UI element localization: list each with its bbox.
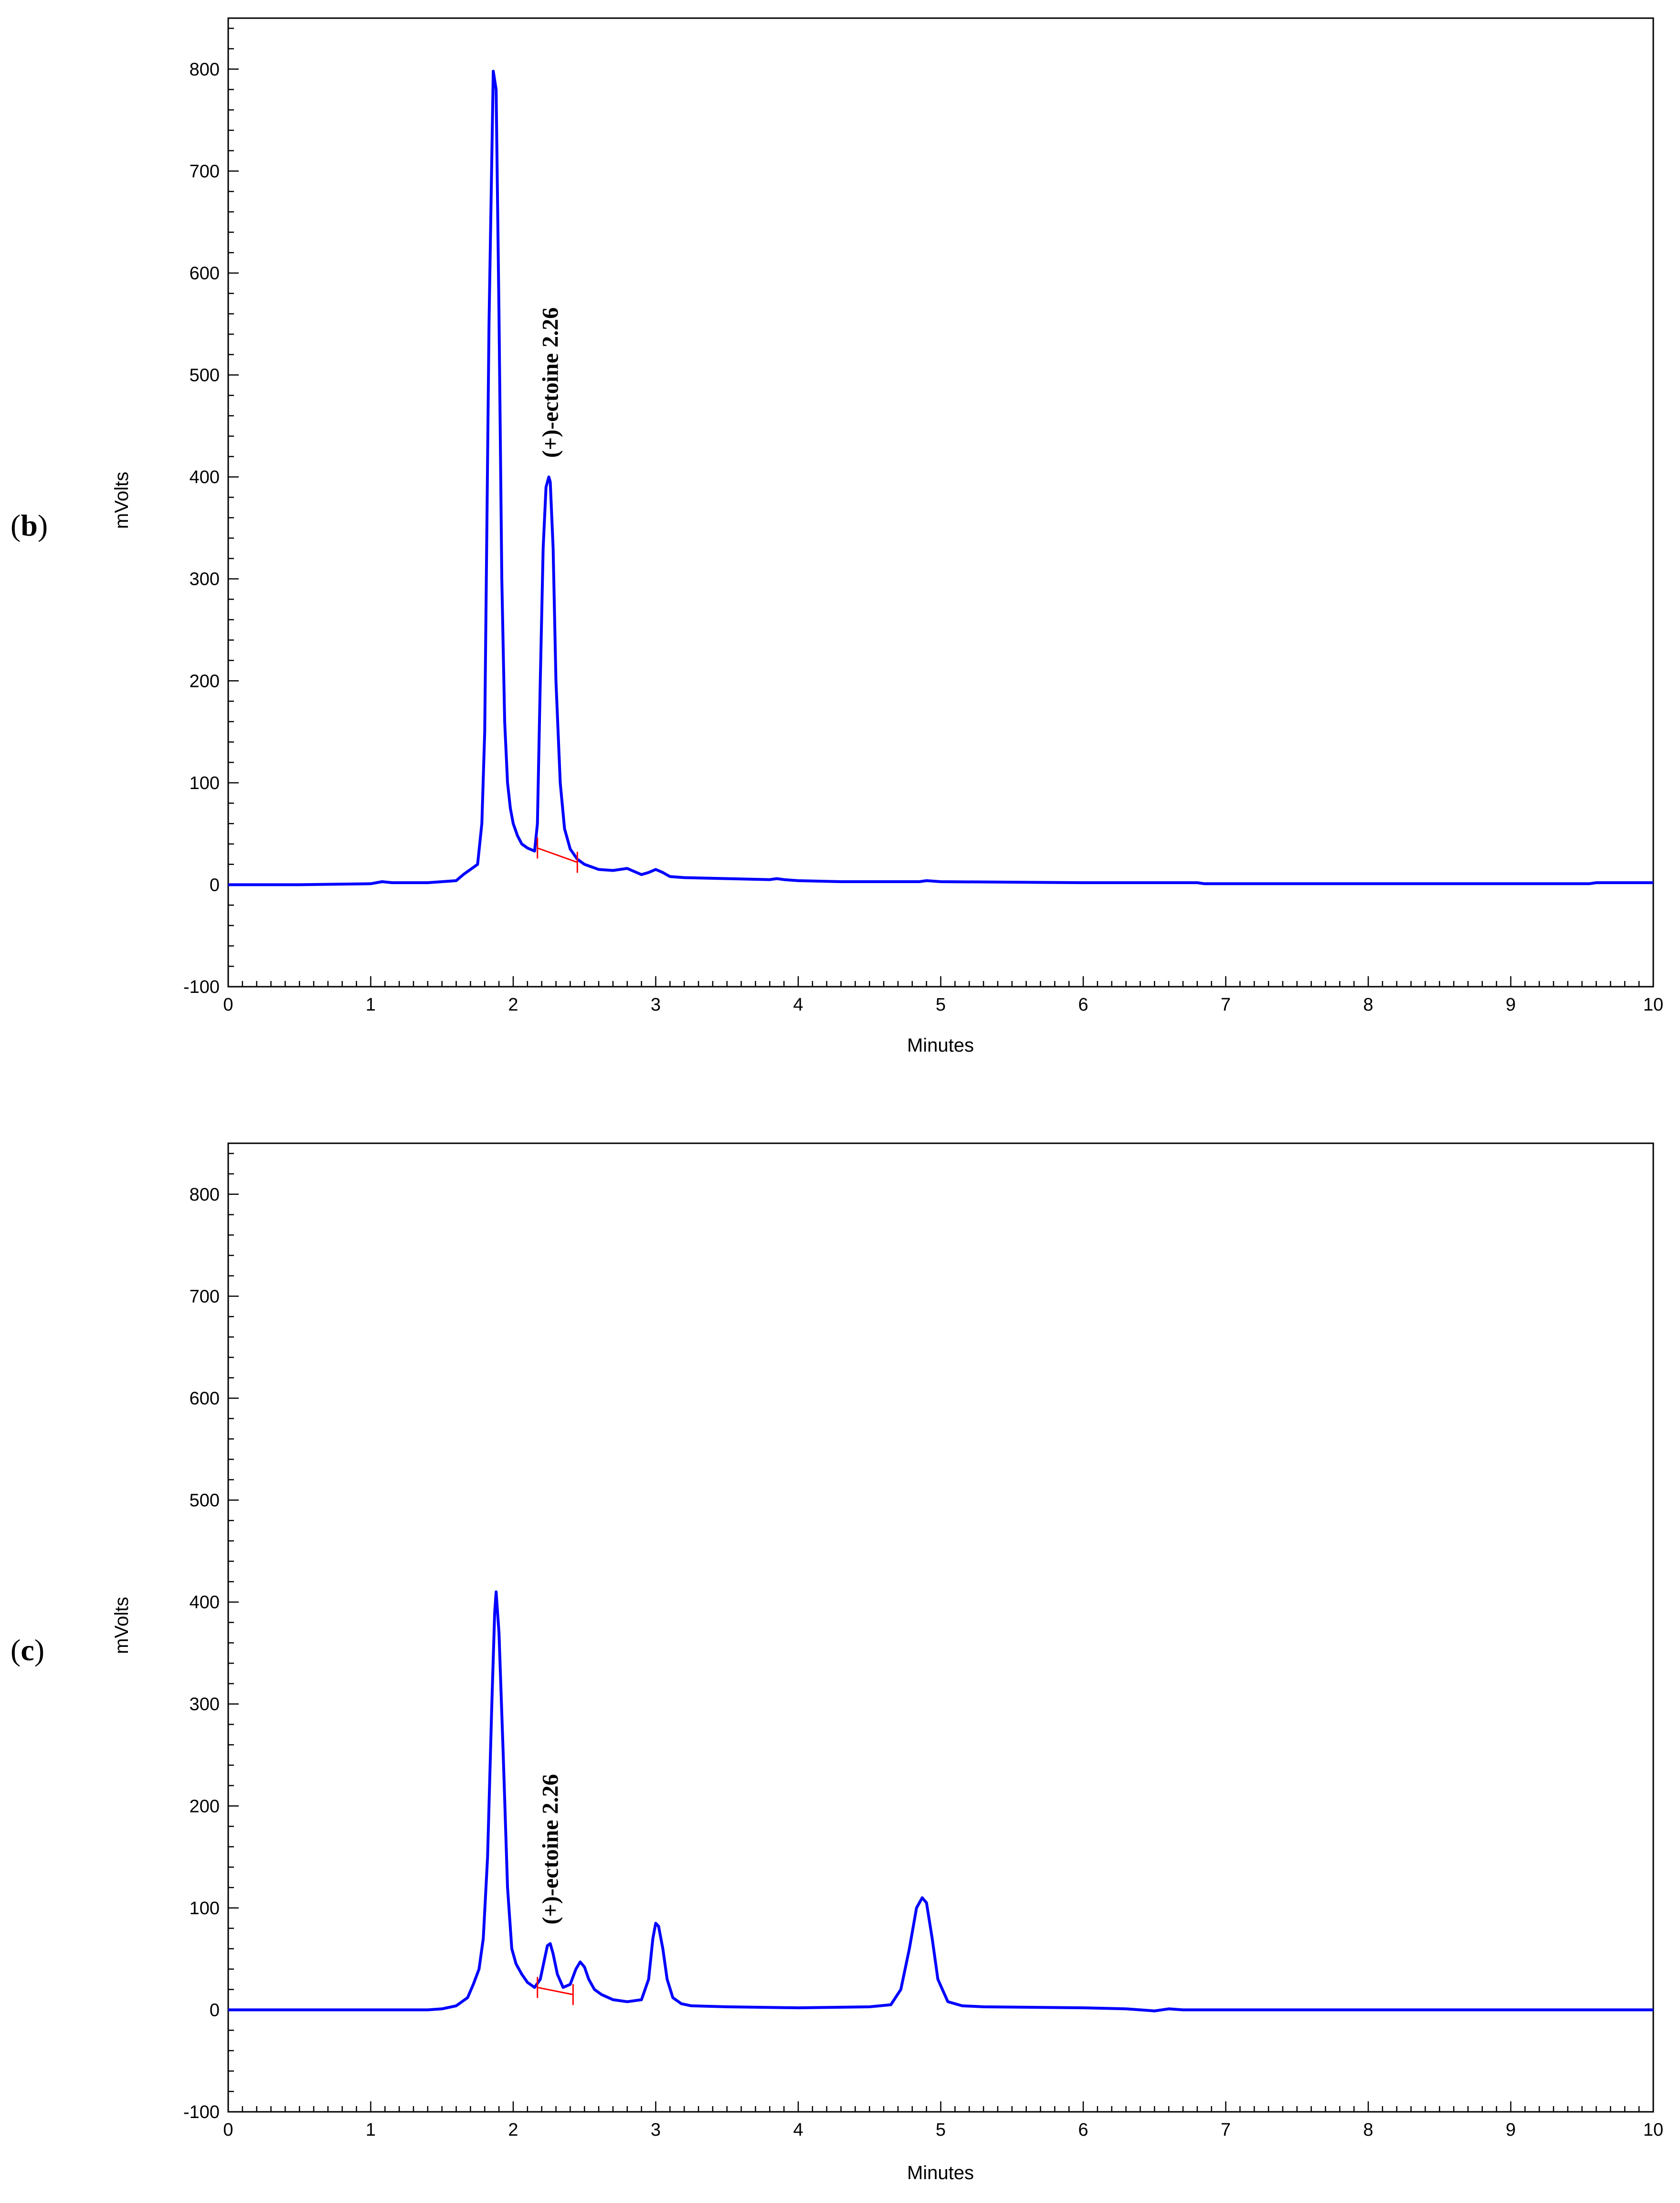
y-tick-labels: -100 0 100 200 300 400 500 600 700 800 xyxy=(183,1185,220,2122)
x-tick-label: 4 xyxy=(793,995,803,1015)
x-tick-label: 9 xyxy=(1506,995,1516,1015)
peak-label-ectoine-b: (+)-ectoine 2.26 xyxy=(538,307,563,458)
y-tick-label: 400 xyxy=(190,1592,220,1613)
y-tick-label: 500 xyxy=(190,1491,220,1511)
x-tick-label: 5 xyxy=(936,995,946,1015)
x-tick-label: 7 xyxy=(1221,995,1231,1015)
plot-area-frame xyxy=(227,1142,1654,2113)
chromatogram-trace-b xyxy=(228,70,1653,886)
axis-ticks xyxy=(227,1153,1654,2113)
y-axis-title: mVolts xyxy=(111,1597,132,1654)
x-tick-label: 4 xyxy=(793,2120,803,2140)
integration-baseline-c xyxy=(537,1977,574,2005)
y-tick-label: 400 xyxy=(190,467,220,487)
x-tick-label: 1 xyxy=(366,2120,376,2140)
x-tick-label: 6 xyxy=(1078,995,1088,1015)
peak-label-ectoine-c: (+)-ectoine 2.26 xyxy=(538,1774,563,1924)
y-tick-label: 200 xyxy=(190,671,220,691)
chart-panel-c: 0 1 2 3 4 5 6 7 8 9 10 -10001002003004005006007008… xyxy=(11,1142,1663,2183)
x-tick-label: 2 xyxy=(508,995,518,1015)
x-tick-label: 7 xyxy=(1221,2120,1231,2140)
chart-panel-b: 0 1 2 3 4 5 6 7 8 9 10 -10001002003004005006007008… xyxy=(11,17,1663,1056)
y-tick-label: 700 xyxy=(190,161,220,181)
axis-ticks xyxy=(227,28,1654,988)
y-tick-label: 500 xyxy=(190,366,220,386)
x-tick-label: 3 xyxy=(651,2120,661,2140)
x-tick-label: 10 xyxy=(1643,995,1663,1015)
y-tick-label: -100 xyxy=(183,2102,220,2122)
x-tick-label: 0 xyxy=(223,2120,233,2140)
x-tick-labels: 0 1 2 3 4 5 6 7 8 9 10 xyxy=(223,995,1663,1015)
y-tick-label: 300 xyxy=(190,1695,220,1715)
x-tick-label: 5 xyxy=(936,2120,946,2140)
baseline-segment xyxy=(537,1986,573,1995)
y-tick-label: -100 xyxy=(183,977,220,997)
y-tick-label: 0 xyxy=(210,875,220,895)
y-tick-label: 800 xyxy=(190,1185,220,1205)
y-axis-title: mVolts xyxy=(111,472,132,529)
y-tick-label: 200 xyxy=(190,1796,220,1816)
y-tick-label: 100 xyxy=(190,773,220,793)
y-tick-label: 0 xyxy=(210,2000,220,2020)
x-tick-label: 10 xyxy=(1643,2120,1663,2140)
panel-label-b: (b) xyxy=(11,508,48,542)
x-tick-label: 1 xyxy=(366,995,376,1015)
y-tick-label: 100 xyxy=(190,1898,220,1918)
x-axis-title: Minutes xyxy=(907,1035,974,1056)
y-tick-label: 600 xyxy=(190,264,220,284)
x-tick-label: 6 xyxy=(1078,2120,1088,2140)
x-tick-label: 8 xyxy=(1363,2120,1373,2140)
x-axis-title: Minutes xyxy=(907,2162,974,2183)
chromatogram-trace-c xyxy=(228,1590,1653,2013)
y-tick-label: 800 xyxy=(190,60,220,80)
x-tick-label: 3 xyxy=(651,995,661,1015)
plot-area-frame xyxy=(227,17,1654,988)
panel-label-c: (c) xyxy=(11,1633,44,1667)
x-tick-label: 0 xyxy=(223,995,233,1015)
x-tick-label: 2 xyxy=(508,2120,518,2140)
y-tick-label: 700 xyxy=(190,1286,220,1307)
integration-baseline-b xyxy=(537,837,578,873)
x-tick-label: 8 xyxy=(1363,995,1373,1015)
x-tick-labels: 0 1 2 3 4 5 6 7 8 9 10 xyxy=(223,2120,1663,2140)
y-tick-labels: -100 0 100 200 300 400 500 600 700 800 xyxy=(183,60,220,997)
y-tick-label: 300 xyxy=(190,569,220,590)
y-tick-label: 600 xyxy=(190,1389,220,1409)
x-tick-label: 9 xyxy=(1506,2120,1516,2140)
baseline-segment xyxy=(537,847,578,863)
